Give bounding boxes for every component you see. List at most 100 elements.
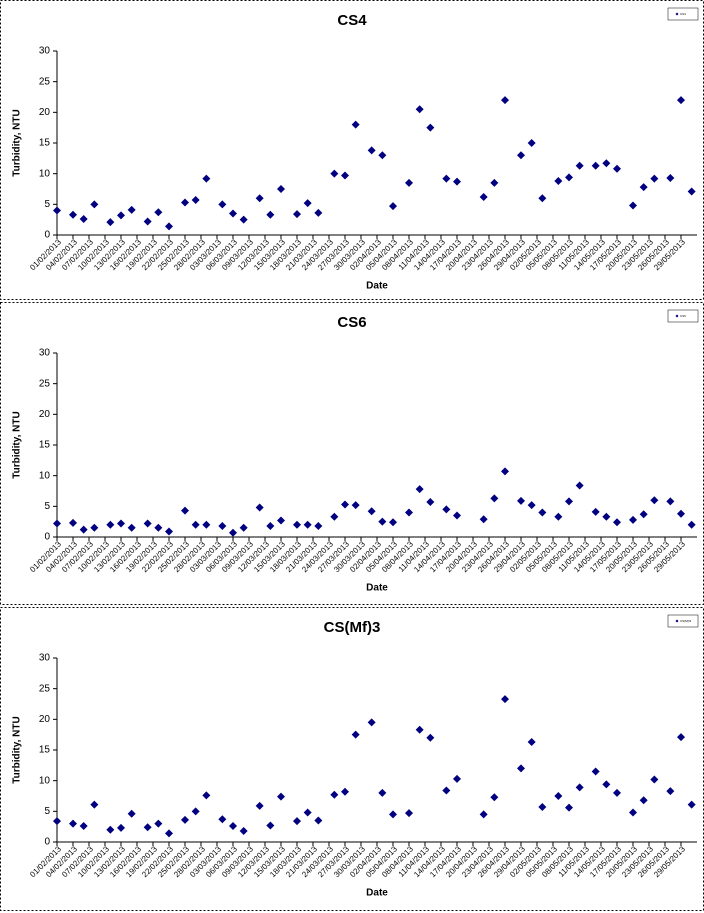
- chart-panel: CS(Mf)305101520253001/02/201304/02/20130…: [0, 607, 704, 911]
- y-tick-label: 25: [39, 378, 51, 389]
- marker: [191, 520, 200, 529]
- marker: [687, 520, 696, 529]
- marker: [277, 516, 285, 525]
- marker: [565, 173, 573, 182]
- marker: [53, 519, 61, 528]
- marker: [575, 481, 584, 490]
- marker: [378, 151, 387, 160]
- marker: [293, 817, 301, 826]
- marker: [442, 174, 451, 183]
- marker: [218, 200, 227, 209]
- marker: [154, 208, 163, 217]
- marker: [378, 517, 387, 526]
- marker: [69, 819, 77, 828]
- marker: [79, 822, 88, 831]
- marker: [554, 792, 563, 800]
- marker: [202, 520, 211, 529]
- marker: [479, 515, 488, 524]
- marker: [602, 159, 611, 168]
- marker: [314, 208, 323, 217]
- marker: [277, 792, 285, 801]
- marker: [666, 173, 675, 182]
- chart-title: CS(Mf)3: [324, 619, 381, 636]
- legend-label: CS4: [680, 12, 686, 16]
- y-tick-label: 20: [39, 107, 51, 118]
- marker: [330, 512, 339, 521]
- marker: [591, 161, 600, 170]
- marker: [538, 803, 547, 812]
- marker: [255, 503, 264, 512]
- marker: [79, 215, 88, 224]
- x-axis-title: Date: [366, 888, 388, 899]
- y-tick-label: 10: [39, 775, 51, 786]
- marker: [453, 177, 461, 186]
- marker: [239, 826, 248, 835]
- marker: [501, 695, 509, 704]
- marker: [650, 775, 659, 784]
- y-tick-label: 15: [39, 440, 51, 451]
- marker: [117, 211, 125, 220]
- marker: [490, 178, 499, 187]
- marker: [426, 733, 435, 742]
- marker: [293, 520, 301, 529]
- marker: [677, 96, 685, 105]
- legend-marker: [675, 12, 679, 16]
- marker: [90, 800, 99, 809]
- marker: [602, 780, 611, 789]
- legend-box: [667, 7, 699, 21]
- marker: [303, 199, 312, 208]
- marker: [479, 192, 488, 201]
- marker: [554, 512, 563, 521]
- marker: [117, 823, 125, 832]
- marker: [239, 523, 248, 532]
- marker: [239, 215, 248, 224]
- legend-box: [667, 614, 699, 628]
- marker: [277, 185, 285, 193]
- marker: [330, 169, 339, 178]
- marker: [266, 821, 275, 830]
- legend-marker: [675, 619, 679, 623]
- y-tick-label: 5: [44, 806, 50, 817]
- marker: [351, 730, 360, 739]
- marker: [229, 822, 237, 831]
- marker: [266, 521, 275, 530]
- marker: [613, 518, 621, 527]
- chart-title: CS4: [337, 12, 367, 29]
- x-axis-title: Date: [366, 281, 388, 292]
- marker: [517, 496, 525, 505]
- marker: [677, 733, 685, 742]
- y-axis-title: Turbidity, NTU: [12, 411, 23, 478]
- marker: [527, 738, 536, 747]
- marker: [143, 217, 152, 226]
- marker: [613, 788, 621, 797]
- marker: [602, 512, 611, 521]
- marker: [314, 521, 323, 530]
- marker: [69, 210, 77, 219]
- marker: [127, 205, 136, 214]
- y-tick-label: 20: [39, 714, 51, 725]
- marker: [106, 520, 115, 529]
- marker: [266, 210, 275, 219]
- marker: [405, 178, 413, 187]
- marker: [389, 518, 397, 527]
- y-tick-label: 30: [39, 348, 51, 359]
- marker: [181, 506, 189, 515]
- legend-marker: [675, 314, 679, 318]
- marker: [554, 177, 563, 186]
- y-tick-label: 10: [39, 470, 51, 481]
- marker: [575, 783, 584, 792]
- y-tick-label: 5: [44, 199, 50, 210]
- x-axis-title: Date: [366, 583, 388, 594]
- marker: [154, 523, 163, 532]
- marker: [405, 508, 413, 517]
- marker: [330, 790, 339, 799]
- marker: [666, 787, 675, 796]
- marker: [629, 515, 637, 524]
- marker: [143, 823, 152, 832]
- marker: [143, 519, 152, 528]
- marker: [79, 525, 88, 534]
- y-tick-label: 25: [39, 683, 51, 694]
- marker: [426, 498, 435, 507]
- marker: [53, 206, 61, 215]
